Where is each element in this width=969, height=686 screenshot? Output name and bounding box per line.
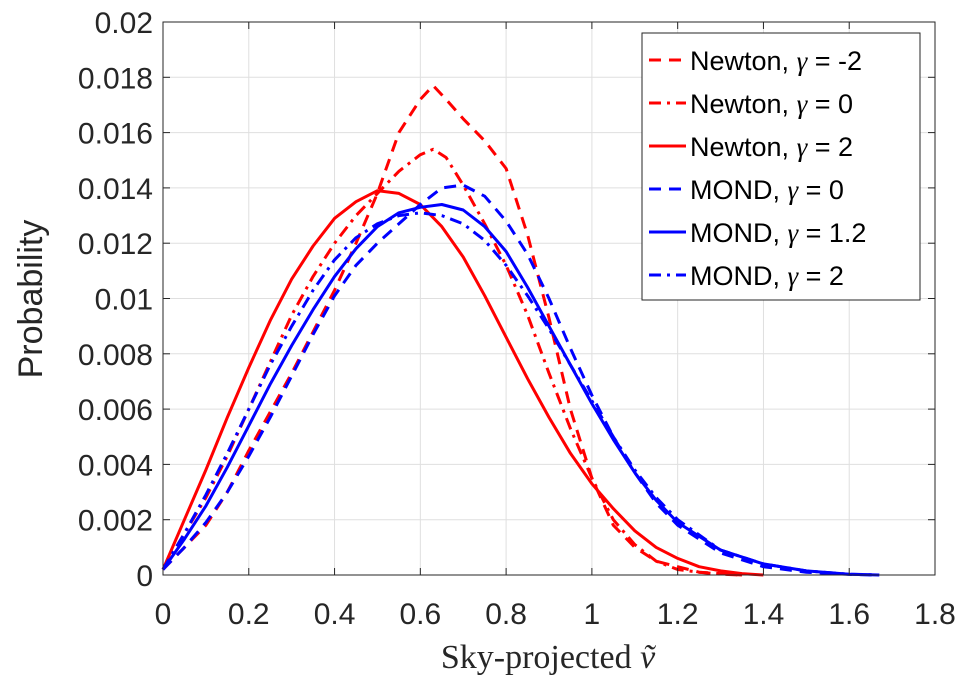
- x-tick-label: 1.4: [743, 598, 785, 631]
- legend-label-suffix: = 0: [798, 175, 844, 205]
- legend-label-prefix: Newton,: [690, 46, 797, 76]
- x-tick-label: 0.4: [314, 598, 356, 631]
- legend-label: Newton, γ = 2: [690, 132, 853, 162]
- legend-label: Newton, γ = 0: [690, 89, 853, 119]
- y-tick-label: 0.014: [78, 173, 153, 206]
- legend-label-gamma: γ: [788, 218, 800, 248]
- x-tick-label: 1: [584, 598, 601, 631]
- legend-label: MOND, γ = 0: [690, 175, 844, 205]
- y-tick-label: 0.016: [78, 118, 153, 151]
- y-tick-label: 0.006: [78, 394, 153, 427]
- series-line: [161, 189, 764, 577]
- legend-label-prefix: Newton,: [690, 89, 797, 119]
- x-tick-labels: 0 0.2 0.4 0.6 0.8 1 1.2 1.4 1.6 1.8: [155, 598, 956, 631]
- legend-label-suffix: = 2: [798, 261, 844, 291]
- x-axis-title: Sky-projected ṽ: [441, 639, 656, 676]
- x-tick-label: 0: [155, 598, 172, 631]
- x-axis-title-symbol: ṽ: [640, 639, 656, 676]
- x-tick-label: 1.6: [828, 598, 870, 631]
- y-tick-label: 0.008: [78, 339, 153, 372]
- legend-label: Newton, γ = -2: [690, 46, 862, 76]
- x-tick-label: 1.8: [914, 598, 956, 631]
- series-line: [161, 211, 880, 577]
- y-tick-label: 0.018: [78, 62, 153, 95]
- y-tick-label: 0.01: [95, 284, 153, 317]
- legend-label-gamma: γ: [788, 175, 800, 205]
- tick-marks: [162, 21, 936, 576]
- x-tick-label: 0.8: [485, 598, 527, 631]
- series-group: [161, 84, 880, 577]
- legend-label-gamma: γ: [797, 132, 809, 162]
- legend-label-prefix: MOND,: [690, 218, 788, 248]
- legend-box: [641, 32, 921, 301]
- y-tick-label: 0: [136, 560, 153, 593]
- y-tick-label: 0.002: [78, 505, 153, 538]
- y-tick-label: 0.02: [95, 7, 153, 40]
- y-axis-title: Probability: [12, 220, 50, 379]
- y-tick-label: 0.004: [78, 449, 153, 482]
- y-tick-labels: 0 0.002 0.004 0.006 0.008 0.01 0.012 0.014 0.016…: [78, 7, 153, 593]
- x-axis-title-prefix: Sky-projected: [441, 639, 632, 676]
- legend-label: MOND, γ = 2: [690, 261, 844, 291]
- legend-label-suffix: = 2: [807, 132, 853, 162]
- legend-label: MOND, γ = 1.2: [690, 218, 866, 248]
- legend-label-gamma: γ: [788, 261, 800, 291]
- legend-label-prefix: MOND,: [690, 261, 788, 291]
- legend-label-suffix: = -2: [807, 46, 862, 76]
- y-tick-label: 0.012: [78, 228, 153, 261]
- legend-label-gamma: γ: [797, 89, 809, 119]
- legend-label-suffix: = 0: [807, 89, 853, 119]
- legend-label-gamma: γ: [797, 46, 809, 76]
- x-tick-label: 0.6: [399, 598, 441, 631]
- legend-label-suffix: = 1.2: [798, 218, 866, 248]
- legend-label-prefix: Newton,: [690, 132, 797, 162]
- series-line: [161, 203, 880, 577]
- x-tick-label: 1.2: [657, 598, 699, 631]
- legend-label-prefix: MOND,: [690, 175, 788, 205]
- x-tick-label: 0.2: [228, 598, 270, 631]
- series-line: [161, 183, 880, 577]
